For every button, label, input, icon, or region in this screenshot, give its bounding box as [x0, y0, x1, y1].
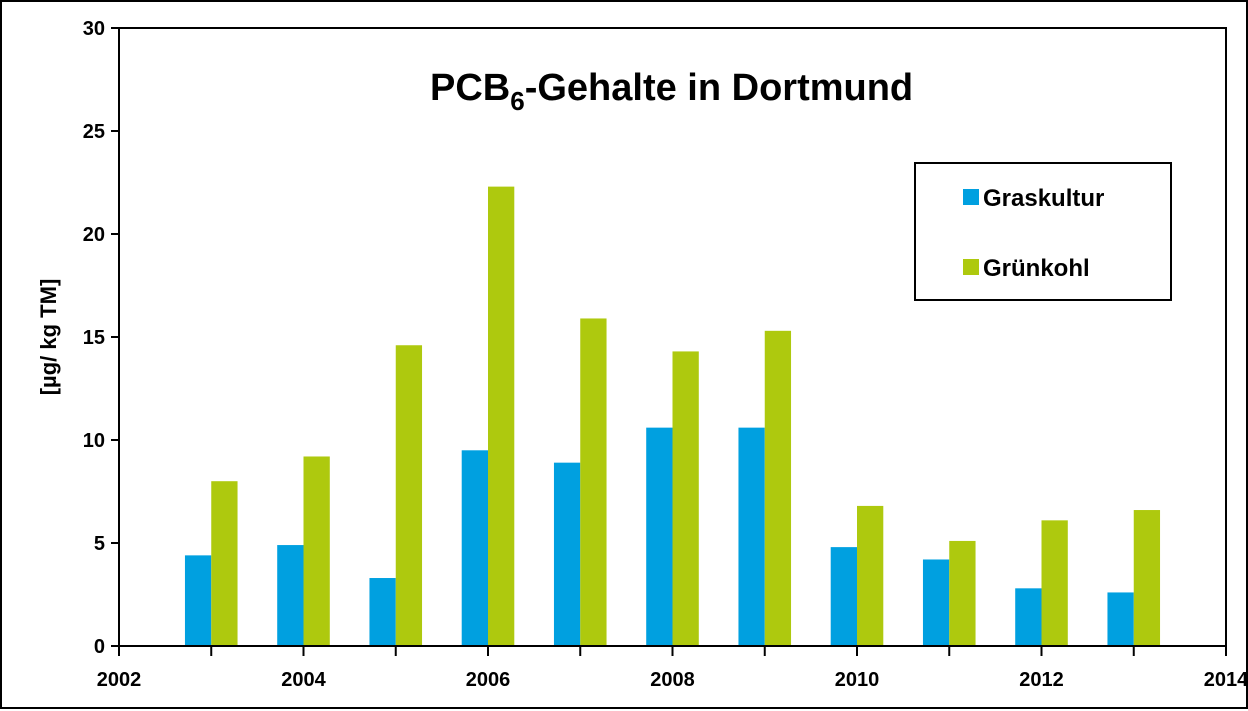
x-tick-label: 2008	[650, 669, 695, 691]
y-tick-label: 0	[94, 636, 105, 658]
bar-graskultur-2005	[369, 578, 396, 646]
bar-graskultur-2004	[277, 545, 304, 646]
bars-group	[184, 186, 1161, 646]
y-tick-label: 5	[94, 533, 105, 555]
bar-gruenkohl-2005	[395, 345, 423, 646]
legend: Graskultur Grünkohl	[914, 162, 1172, 301]
bar-gruenkohl-2011	[949, 540, 976, 646]
bar-graskultur-2006	[461, 450, 488, 646]
bar-graskultur-2011	[922, 559, 950, 646]
y-tick-label: 15	[83, 327, 105, 349]
bar-gruenkohl-2010	[857, 505, 884, 646]
bar-graskultur-2003	[184, 555, 212, 646]
legend-box	[914, 162, 1172, 301]
bar-gruenkohl-2013	[1133, 510, 1161, 646]
bar-gruenkohl-2008	[672, 351, 699, 646]
title-rest: -Gehalte in Dortmund	[525, 67, 913, 109]
y-axis-label: [µg/ kg TM]	[36, 279, 61, 396]
y-tick-label: 30	[83, 18, 105, 40]
bar-gruenkohl-2009	[764, 330, 792, 646]
bar-gruenkohl-2006	[488, 186, 515, 646]
x-tick-label: 2006	[466, 669, 511, 691]
bar-gruenkohl-2012	[1041, 520, 1068, 646]
bar-graskultur-2013	[1107, 592, 1134, 646]
legend-label: Graskultur	[983, 185, 1104, 212]
x-tick-label: 2010	[835, 669, 880, 691]
legend-label: Grünkohl	[983, 255, 1090, 282]
bar-graskultur-2008	[646, 427, 673, 646]
x-tick-label: 2002	[97, 669, 142, 691]
legend-swatch	[963, 259, 979, 275]
bar-graskultur-2009	[738, 427, 765, 646]
bar-graskultur-2007	[553, 462, 581, 646]
x-tick-label: 2012	[1019, 669, 1064, 691]
x-tick-label: 2014	[1204, 669, 1248, 691]
title-main: PCB	[430, 67, 510, 109]
title-subscript: 6	[510, 86, 524, 116]
axes-group: 0 5 10 15 20 25 30 2002 2004 2006 2008 2010 2012 2014	[83, 18, 1248, 691]
chart-title: PCB6-Gehalte in Dortmund	[430, 67, 913, 116]
x-tick-label: 2004	[281, 669, 326, 691]
bar-gruenkohl-2007	[580, 318, 607, 646]
bar-gruenkohl-2004	[303, 456, 330, 646]
y-tick-label: 20	[83, 224, 105, 246]
bar-graskultur-2012	[1015, 588, 1042, 646]
y-tick-label: 10	[83, 430, 105, 452]
bar-gruenkohl-2003	[211, 481, 238, 646]
y-tick-label: 25	[83, 121, 105, 143]
legend-swatch	[963, 189, 979, 205]
bar-graskultur-2010	[830, 547, 857, 646]
